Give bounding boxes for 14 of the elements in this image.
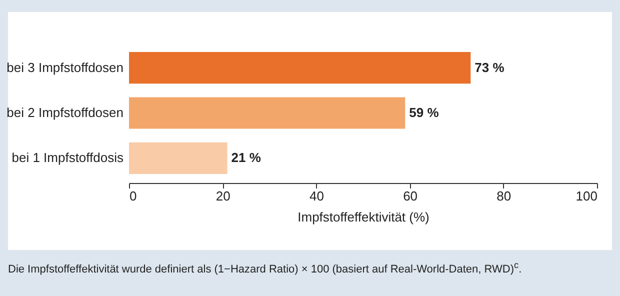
y-tick-label: bei 2 Impfstoffdosen xyxy=(6,105,124,120)
x-tick-label: 40 xyxy=(309,188,324,204)
data-label: 59 % xyxy=(409,105,440,120)
x-tick-label: 80 xyxy=(496,188,512,204)
y-tick-label: bei 1 Impfstoffdosis xyxy=(12,150,124,166)
x-tick-label: 0 xyxy=(130,188,137,204)
x-tick-label: 20 xyxy=(216,188,230,204)
x-axis-title: Impfstoffeffektivität (%) xyxy=(298,210,430,224)
y-tick-label: bei 3 Impfstoffdosen xyxy=(6,60,124,75)
x-tick-label: 60 xyxy=(403,188,418,204)
data-label: 73 % xyxy=(474,60,505,75)
x-tick-label: 100 xyxy=(576,188,598,204)
data-label: 21 % xyxy=(231,150,262,166)
text: Die Impfstoffeffektivität wurde definiert als (1−Hazard Ratio) × 100 (basiert auf Real-World-Daten, RWD)$^{c}$. xyxy=(8,260,522,276)
